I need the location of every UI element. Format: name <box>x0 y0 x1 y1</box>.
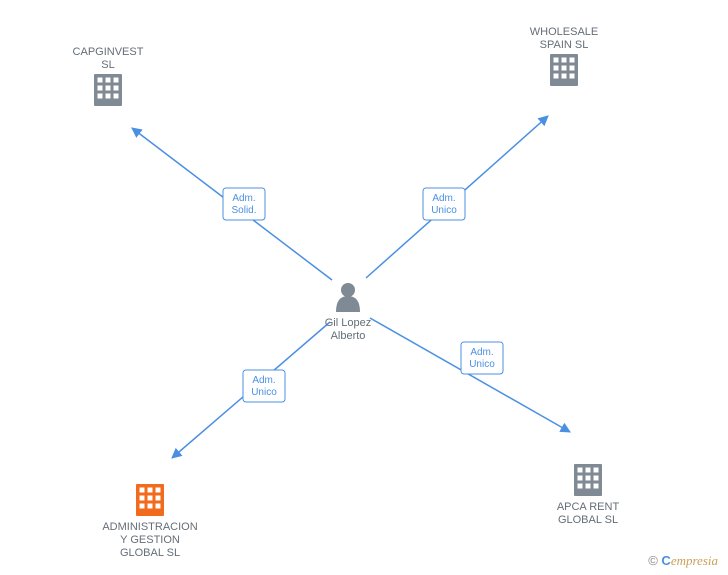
edge-label-3-0: Adm. <box>470 347 493 358</box>
apca-rent-label-0: APCA RENT <box>557 501 620 513</box>
network-diagram: Adm.Solid.Adm.UnicoAdm.UnicoAdm.UnicoGil… <box>0 0 728 575</box>
edge-label-2-1: Unico <box>251 387 277 398</box>
edge-label-0-1: Solid. <box>231 205 256 216</box>
capginvest-icon <box>94 74 122 106</box>
edge-label-3-1: Unico <box>469 359 495 370</box>
copyright-symbol: © <box>648 553 658 568</box>
edge-label-1-1: Unico <box>431 205 457 216</box>
edge-label-1-0: Adm. <box>432 193 455 204</box>
wholesale-label-0: WHOLESALE <box>530 26 598 38</box>
watermark-name: empresia <box>671 553 718 568</box>
apca-rent-icon <box>574 464 602 496</box>
admin-gestion-label-0: ADMINISTRACION <box>102 521 197 533</box>
capginvest-label-1: SL <box>101 59 114 71</box>
edge-3 <box>370 318 570 432</box>
capginvest-label-0: CAPGINVEST <box>73 46 144 58</box>
edge-label-0-0: Adm. <box>232 193 255 204</box>
admin-gestion-label-2: GLOBAL SL <box>120 547 180 559</box>
watermark-c: C <box>661 553 670 568</box>
watermark: © Cempresia <box>648 553 718 569</box>
person-icon <box>336 283 360 312</box>
apca-rent-label-1: GLOBAL SL <box>558 514 618 526</box>
admin-gestion-icon <box>136 484 164 516</box>
edge-label-2-0: Adm. <box>252 375 275 386</box>
center-label-1: Alberto <box>331 330 366 342</box>
wholesale-icon <box>550 54 578 86</box>
admin-gestion-label-1: Y GESTION <box>120 534 180 546</box>
center-label-0: Gil Lopez <box>325 317 371 329</box>
wholesale-label-1: SPAIN SL <box>540 39 589 51</box>
